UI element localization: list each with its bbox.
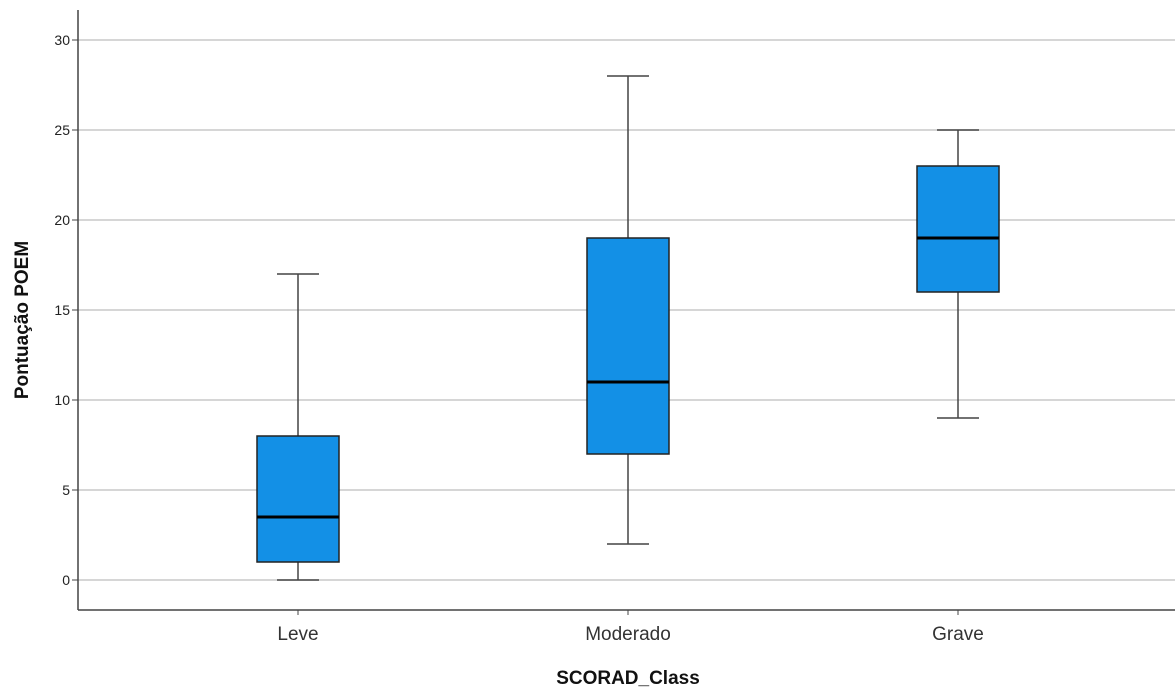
axes xyxy=(72,10,1175,615)
x-tick-label: Moderado xyxy=(585,624,671,645)
x-tick-label: Leve xyxy=(277,624,318,645)
box-grave xyxy=(916,129,1000,419)
y-tick-label: 10 xyxy=(54,392,70,408)
y-axis-title: Pontuação POEM xyxy=(12,241,33,399)
y-tick-label: 0 xyxy=(62,572,70,588)
y-tick-label: 25 xyxy=(54,122,70,138)
iqr-box xyxy=(586,237,670,455)
box-moderado xyxy=(586,75,670,545)
y-tick-label: 20 xyxy=(54,212,70,228)
y-tick-labels: 0 5 10 15 20 25 30 xyxy=(54,32,70,588)
x-axis-title: SCORAD_Class xyxy=(556,668,700,689)
y-tick-label: 15 xyxy=(54,302,70,318)
boxes xyxy=(256,75,1000,581)
iqr-box xyxy=(916,165,1000,293)
iqr-box xyxy=(256,435,340,563)
x-tick-label: Grave xyxy=(932,624,984,645)
y-tick-label: 30 xyxy=(54,32,70,48)
box-leve xyxy=(256,273,340,581)
x-tick-labels: Leve Moderado Grave xyxy=(277,624,983,645)
y-tick-label: 5 xyxy=(62,482,70,498)
